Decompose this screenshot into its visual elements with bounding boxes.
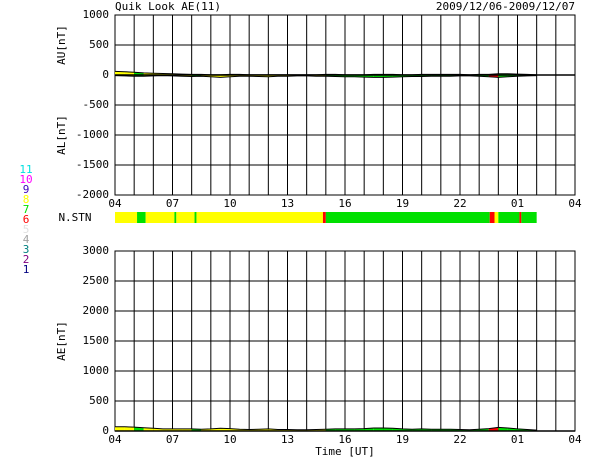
y-tick-label: 1000 [83, 364, 110, 377]
legend-entry: 11 [19, 163, 32, 176]
y-axis-label: AE[nT] [55, 321, 68, 361]
legend-entry: 2 [23, 253, 30, 266]
chart-title: Quik Look AE(11) [115, 0, 221, 13]
legend-entry: 1 [23, 263, 30, 276]
n-stn-segment [137, 212, 146, 223]
x-tick-label: 19 [396, 433, 409, 446]
legend-entry: 4 [23, 233, 30, 246]
y-axis-label: AU[nT] [55, 25, 68, 65]
legend-entry: 9 [23, 183, 30, 196]
x-tick-label: 16 [338, 433, 351, 446]
n-stn-segment [521, 212, 537, 223]
legend-entry: 10 [19, 173, 32, 186]
y-tick-label: 2500 [83, 274, 110, 287]
legend-entry: 5 [23, 223, 30, 236]
n-stn-segment [322, 212, 326, 223]
y-axis-label: AL[nT] [55, 115, 68, 155]
n-stn-segment [196, 212, 323, 223]
x-tick-label: 04 [568, 197, 582, 210]
y-tick-label: 3000 [83, 244, 110, 257]
x-tick-label: 10 [223, 197, 236, 210]
y-tick-label: -500 [83, 98, 110, 111]
x-tick-label: 22 [453, 197, 466, 210]
x-tick-label: 13 [281, 433, 294, 446]
y-tick-label: -1000 [76, 128, 109, 141]
area-fill [124, 426, 135, 431]
n-stn-segment [519, 212, 522, 223]
x-tick-label: 04 [568, 433, 582, 446]
x-tick-label: 04 [108, 433, 122, 446]
y-tick-label: 500 [89, 394, 109, 407]
n-stn-segment [194, 212, 197, 223]
n-stn-segment [145, 212, 175, 223]
n-stn-segment [174, 212, 177, 223]
y-tick-label: 2000 [83, 304, 110, 317]
x-tick-label: 10 [223, 433, 236, 446]
x-tick-label: 07 [166, 197, 179, 210]
x-tick-label: 19 [396, 197, 409, 210]
x-tick-label: 04 [108, 197, 122, 210]
legend-entry: 3 [23, 243, 30, 256]
n-stn-segment [176, 212, 195, 223]
x-tick-label: 01 [511, 433, 524, 446]
area-fill [115, 426, 125, 431]
date-range: 2009/12/06-2009/12/07 [436, 0, 575, 13]
area-fill [488, 427, 499, 431]
y-tick-label: -2000 [76, 188, 109, 201]
series-line [114, 75, 537, 78]
y-tick-label: 0 [102, 424, 109, 437]
area-fill [115, 71, 125, 75]
y-tick-label: 1500 [83, 334, 110, 347]
x-tick-label: 13 [281, 197, 294, 210]
x-tick-label: 16 [338, 197, 351, 210]
n-stn-segment [115, 212, 138, 223]
n-stn-segment [498, 212, 520, 223]
y-tick-label: 0 [102, 68, 109, 81]
n-stn-segment [325, 212, 490, 223]
n-stn-segment [489, 212, 495, 223]
y-tick-label: 500 [89, 38, 109, 51]
legend-entry: 7 [23, 203, 30, 216]
x-tick-label: 07 [166, 433, 179, 446]
area-fill [134, 427, 144, 431]
y-tick-label: -1500 [76, 158, 109, 171]
y-tick-label: 1000 [83, 8, 110, 21]
x-tick-label: 22 [453, 433, 466, 446]
series-line [115, 426, 537, 431]
n-stn-segment [494, 212, 499, 223]
legend-entry: 8 [23, 193, 30, 206]
legend-entry: 6 [23, 213, 30, 226]
x-axis-label: Time [UT] [315, 445, 375, 458]
x-tick-label: 01 [511, 197, 524, 210]
n-stn-label: N.STN [58, 211, 91, 224]
